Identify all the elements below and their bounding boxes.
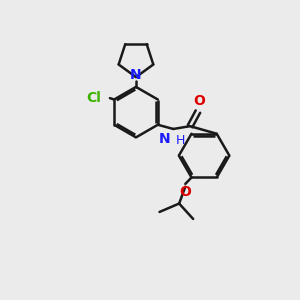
Text: Cl: Cl xyxy=(87,91,101,105)
Text: H: H xyxy=(176,134,185,147)
Text: O: O xyxy=(179,185,191,199)
Text: O: O xyxy=(194,94,205,108)
Text: N: N xyxy=(158,132,170,146)
Text: N: N xyxy=(130,68,142,82)
